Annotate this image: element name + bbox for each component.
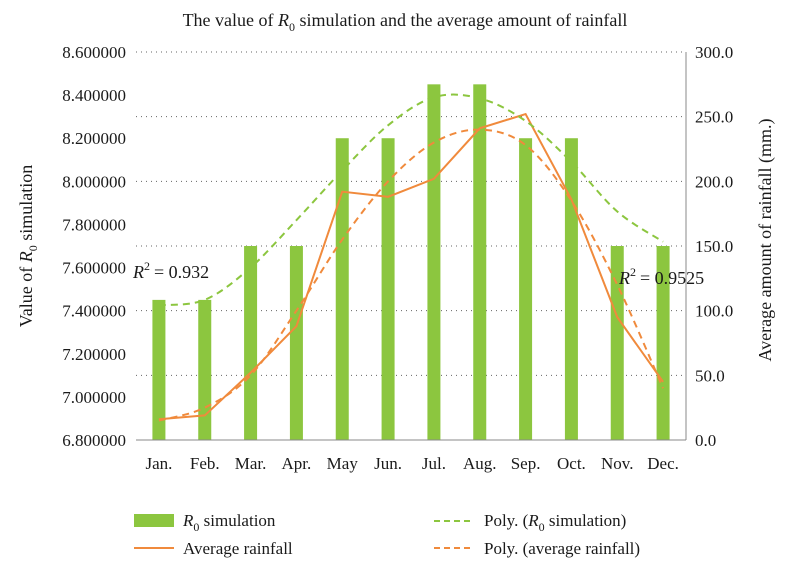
right-tick-label: 0.0 (695, 431, 716, 450)
bar-feb (198, 299, 212, 440)
left-tick-label: 8.200000 (62, 129, 126, 148)
right-tick-label: 300.0 (695, 43, 733, 62)
left-tick-label: 8.400000 (62, 86, 126, 105)
bar-nov (610, 246, 624, 440)
bar-dec (656, 246, 670, 440)
left-axis-ticks: 6.800000 7.000000 7.200000 7.400000 7.600000… (62, 43, 126, 450)
left-tick-label: 8.000000 (62, 172, 126, 191)
legend-label-poly-rainfall: Poly. (average rainfall) (484, 539, 640, 558)
bar-jun (381, 138, 395, 440)
r2-left-annotation: R2 = 0.932 (132, 259, 209, 282)
left-axis-title: Value of R0 simulation (16, 165, 40, 327)
right-axis-title: Average amount of rainfall (mm.) (755, 118, 776, 361)
right-tick-label: 250.0 (695, 108, 733, 127)
line-series (158, 93, 664, 422)
x-tick-label: Mar. (235, 454, 267, 473)
bar-oct (564, 138, 578, 440)
bar-aug (473, 84, 487, 440)
legend-label-poly-r0: Poly. (R0 simulation) (484, 511, 626, 534)
left-tick-label: 7.000000 (62, 388, 126, 407)
series-line-average-rainfall (158, 112, 664, 421)
left-tick-label: 7.200000 (62, 345, 126, 364)
x-axis-ticks: Jan. Feb. Mar. Apr. May Jun. Jul. Aug. Sep. Oct. N… (145, 454, 678, 473)
bar-mar (244, 246, 258, 440)
legend: R0 simulation Average rainfall Poly. (R0… (134, 511, 640, 558)
x-tick-label: Aug. (463, 454, 497, 473)
left-tick-label: 8.600000 (62, 43, 126, 62)
gridlines (136, 51, 686, 376)
r2-right-annotation: R2 = 0.9525 (618, 265, 704, 288)
x-tick-label: Feb. (190, 454, 220, 473)
x-tick-label: Jan. (145, 454, 172, 473)
legend-swatch-r0-bars (134, 514, 174, 527)
bar-may (335, 138, 349, 440)
right-tick-label: 200.0 (695, 172, 733, 191)
x-tick-label: Jun. (374, 454, 402, 473)
bar-sep (519, 138, 533, 440)
right-axis-ticks: 0.0 50.0 100.0 150.0 200.0 250.0 300.0 (695, 43, 733, 450)
legend-label-r0-simulation: R0 simulation (182, 511, 276, 534)
left-tick-label: 7.400000 (62, 302, 126, 321)
chart-title: The value of R0 simulation and the avera… (183, 10, 628, 34)
legend-label-average-rainfall: Average rainfall (183, 539, 293, 558)
right-tick-label: 50.0 (695, 366, 725, 385)
x-tick-label: Sep. (511, 454, 541, 473)
x-tick-label: Nov. (601, 454, 633, 473)
x-tick-label: May (327, 454, 359, 473)
x-tick-label: Dec. (647, 454, 679, 473)
x-tick-label: Jul. (422, 454, 446, 473)
right-tick-label: 150.0 (695, 237, 733, 256)
left-tick-label: 7.600000 (62, 259, 126, 278)
right-tick-label: 100.0 (695, 302, 733, 321)
bar-apr (289, 246, 303, 440)
left-tick-label: 6.800000 (62, 431, 126, 450)
trendline-poly-r0 (158, 93, 664, 307)
bar-jan (152, 299, 166, 440)
left-tick-label: 7.800000 (62, 215, 126, 234)
bar-series (152, 84, 670, 440)
bar-jul (427, 84, 441, 440)
trendline-poly-rainfall (158, 128, 664, 422)
x-tick-label: Oct. (557, 454, 586, 473)
x-tick-label: Apr. (282, 454, 312, 473)
